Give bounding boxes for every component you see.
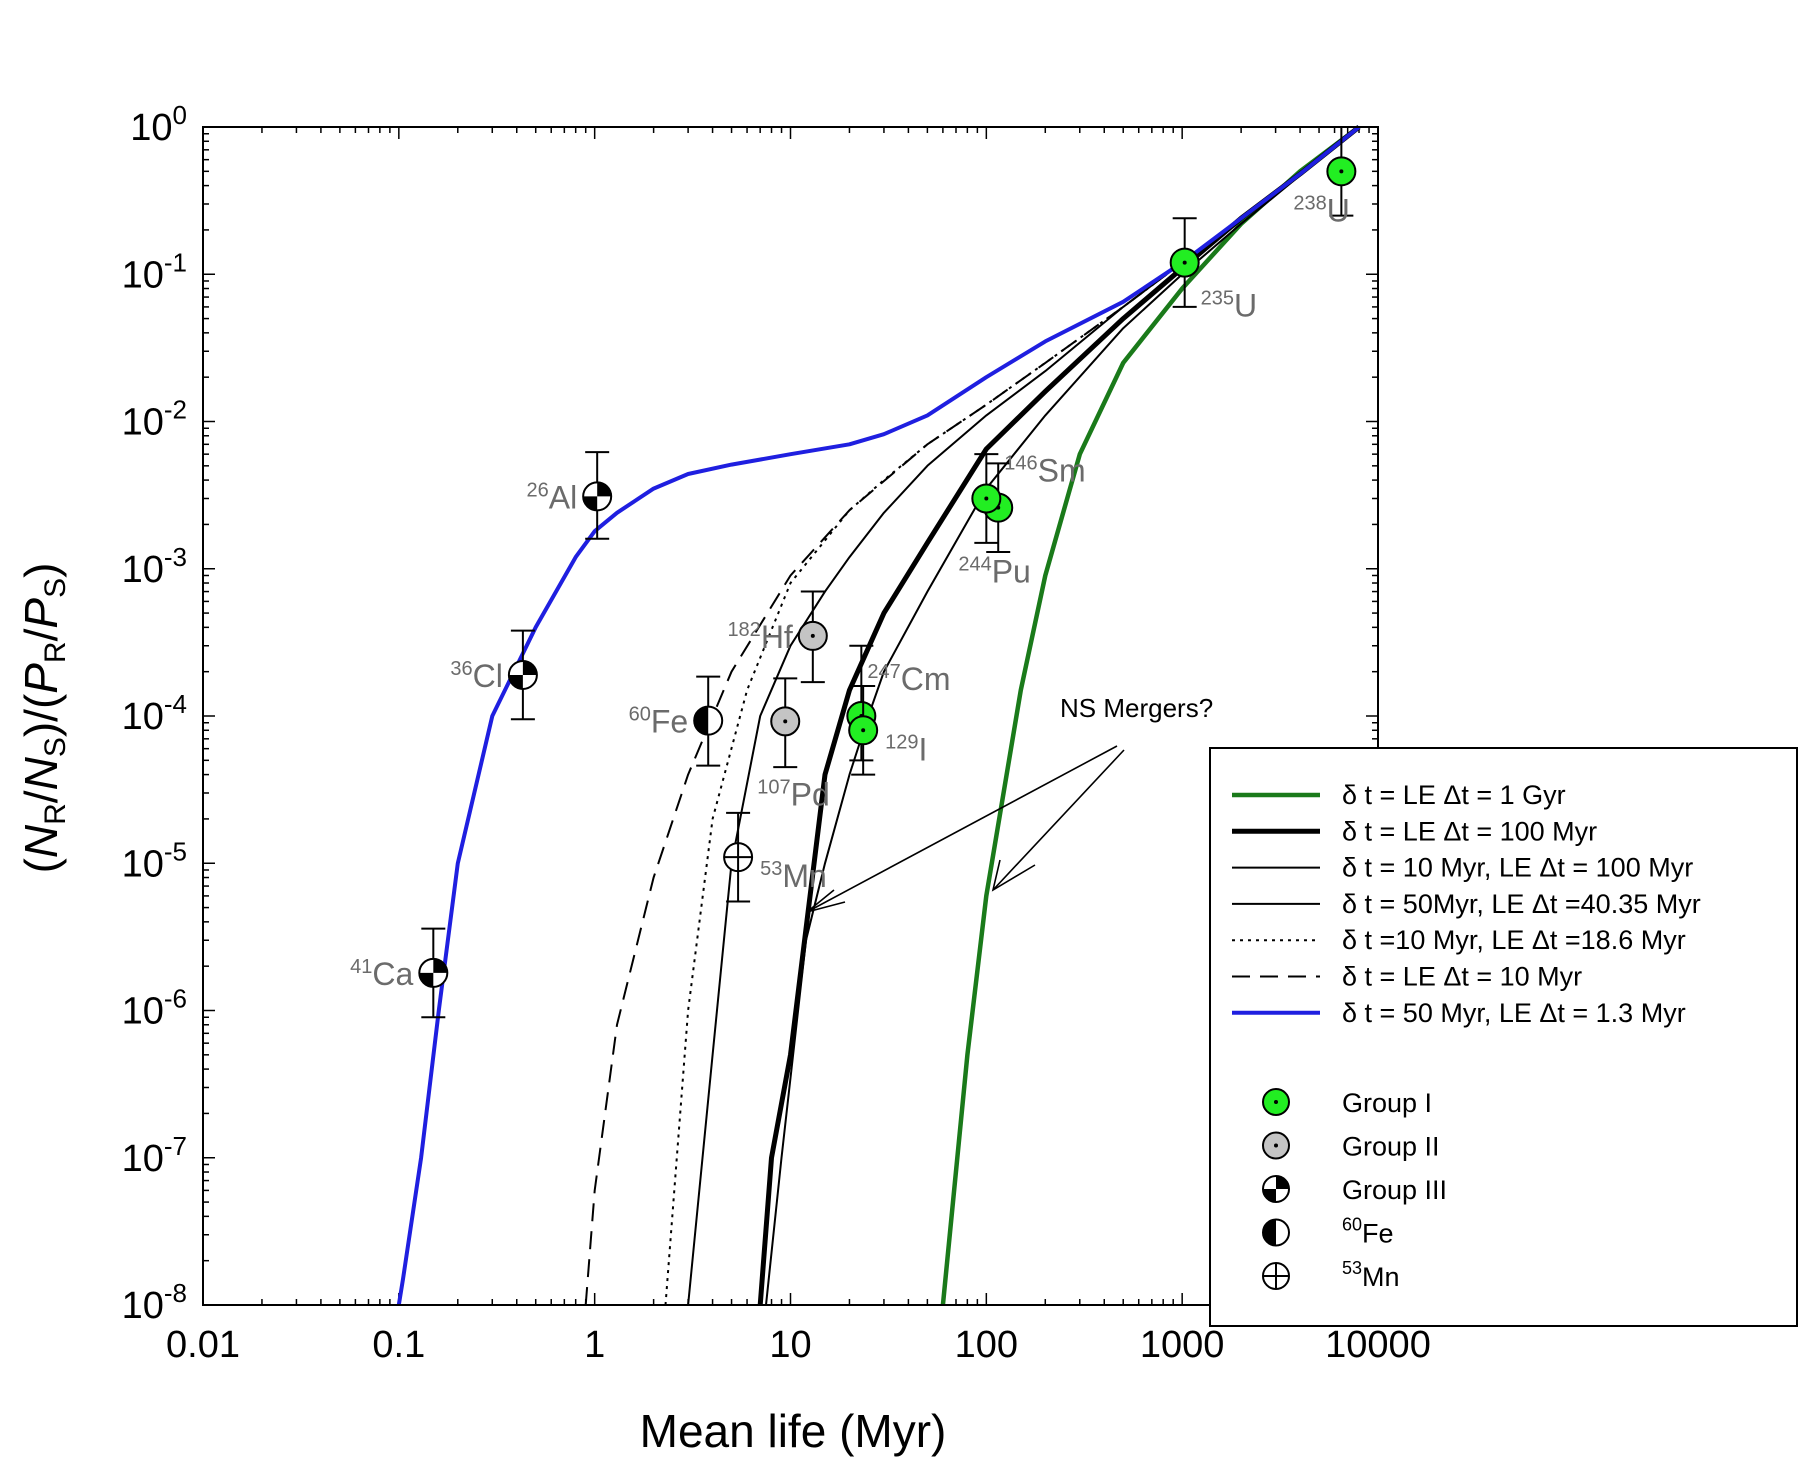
legend-label: 60Fe	[1342, 1215, 1394, 1249]
legend-box	[1209, 747, 1798, 1327]
x-tick-label: 10000	[1325, 1324, 1431, 1366]
legend-label: δ t = 50Myr, LE Δt =40.35 Myr	[1342, 889, 1701, 919]
x-tick-label: 1000	[1140, 1324, 1225, 1366]
y-axis-title-part: (	[15, 857, 67, 873]
y-axis-title-part: S	[39, 737, 72, 757]
point-marker-quadrant	[583, 496, 598, 511]
y-axis-title-part: )	[15, 563, 67, 578]
y-axis-title-part: )/(	[15, 693, 67, 737]
isotope-label: 60Fe	[629, 704, 689, 740]
point-marker-half	[694, 706, 709, 735]
annotation-arrowhead-1	[806, 889, 846, 913]
isotope-label: 146Sm	[1004, 453, 1085, 489]
isotope-label: 26Al	[526, 479, 577, 515]
annotation: NS Mergers?	[806, 693, 1213, 913]
annotation-arrow-2	[992, 749, 1125, 891]
x-tick-label: 0.01	[166, 1324, 240, 1366]
y-axis-title-part: /	[15, 790, 67, 803]
point-marker-quadrant	[597, 482, 612, 497]
axis-labels: Mean life (Myr) (NR/NS)/(PR/PS)	[15, 563, 946, 1457]
x-axis-title: Mean life (Myr)	[640, 1405, 947, 1457]
annotation-arrow-1	[806, 745, 1118, 913]
isotope-label: 238U	[1293, 192, 1349, 228]
y-tick-label: 10-1	[122, 247, 187, 296]
point-marker-dot	[1339, 169, 1344, 174]
legend-label: δ t = LE Δt = 10 Myr	[1342, 962, 1582, 992]
isotope-label: 244Pu	[958, 553, 1031, 589]
point-marker-dot	[810, 633, 815, 638]
isotope-label: 41Ca	[350, 956, 413, 992]
y-tick-label: 10-2	[122, 395, 187, 444]
legend-label: δ t = 10 Myr, LE Δt = 100 Myr	[1342, 853, 1693, 883]
y-axis-title-part: R	[39, 641, 72, 663]
point-marker-half	[1263, 1219, 1276, 1246]
y-tick-label: 100	[130, 100, 187, 149]
y-axis-title-part: N	[15, 756, 67, 790]
isotope-label: 53Mn	[760, 858, 827, 894]
y-tick-label: 10-7	[122, 1131, 187, 1180]
legend: δ t = LE Δt = 1 Gyr δ t = LE Δt = 100 Myr…	[1209, 747, 1798, 1327]
point-marker-quadrant	[433, 958, 448, 973]
legend-label: Group III	[1342, 1175, 1447, 1205]
point-marker-dot	[1274, 1100, 1278, 1104]
series-line	[765, 126, 1360, 1306]
isotope-label: 107Pd	[757, 776, 830, 812]
point-marker-dot	[783, 719, 788, 724]
isotope-label: 247Cm	[867, 661, 950, 697]
isotope-label: 129I	[885, 731, 927, 767]
point-marker-quadrant	[1276, 1176, 1289, 1189]
point-marker-dot	[1182, 260, 1187, 265]
legend-label: 53Mn	[1342, 1258, 1400, 1292]
y-axis-title-part: P	[15, 663, 67, 694]
isotope-label: 235U	[1201, 288, 1257, 324]
annotation-arrowhead-2	[991, 859, 1036, 892]
y-axis-title-part: /	[15, 628, 67, 641]
legend-label: δ t = LE Δt = 100 Myr	[1342, 816, 1597, 846]
point-marker-dot	[861, 728, 866, 733]
y-tick-label: 10-4	[122, 689, 187, 738]
x-tick-label: 10	[769, 1324, 811, 1366]
series-line	[396, 125, 1361, 1306]
point-marker-quadrant	[522, 660, 537, 675]
point-marker-dot	[1274, 1143, 1278, 1148]
point-marker-quadrant	[1263, 1189, 1276, 1202]
isotope-label: 36Cl	[450, 658, 502, 694]
y-axis-title-part: R	[39, 803, 72, 825]
point-marker-dot	[984, 496, 989, 501]
point-marker-quadrant	[419, 972, 434, 987]
point-marker-quadrant	[508, 674, 523, 689]
y-tick-label: 10-6	[122, 984, 187, 1033]
x-tick-label: 0.1	[372, 1324, 425, 1366]
plot-frame	[202, 126, 1379, 1306]
x-tick-label: 1	[584, 1324, 605, 1366]
legend-label: Group I	[1342, 1088, 1432, 1118]
annotation-text: NS Mergers?	[1060, 693, 1213, 723]
y-tick-label: 10-3	[122, 542, 187, 591]
x-tick-label: 100	[955, 1324, 1018, 1366]
y-tick-label: 10-5	[122, 836, 187, 885]
y-axis-title: (NR/NS)/(PR/PS)	[15, 563, 72, 874]
legend-label: δ t = LE Δt = 1 Gyr	[1342, 780, 1566, 810]
legend-label: δ t = 50 Myr, LE Δt = 1.3 Myr	[1342, 998, 1686, 1028]
y-tick-label: 10-8	[122, 1278, 187, 1327]
legend-label: δ t =10 Myr, LE Δt =18.6 Myr	[1342, 925, 1686, 955]
isotope-label: 182Hf	[727, 619, 792, 655]
legend-label: Group II	[1342, 1132, 1440, 1162]
y-axis-title-part: P	[15, 598, 67, 629]
data-points: 238U 235U 146Sm 244Pu 247Cm 129I 182Hf 107Pd 26A…	[350, 126, 1357, 1019]
y-axis-title-part: N	[15, 824, 67, 858]
y-axis-title-part: S	[39, 578, 72, 598]
